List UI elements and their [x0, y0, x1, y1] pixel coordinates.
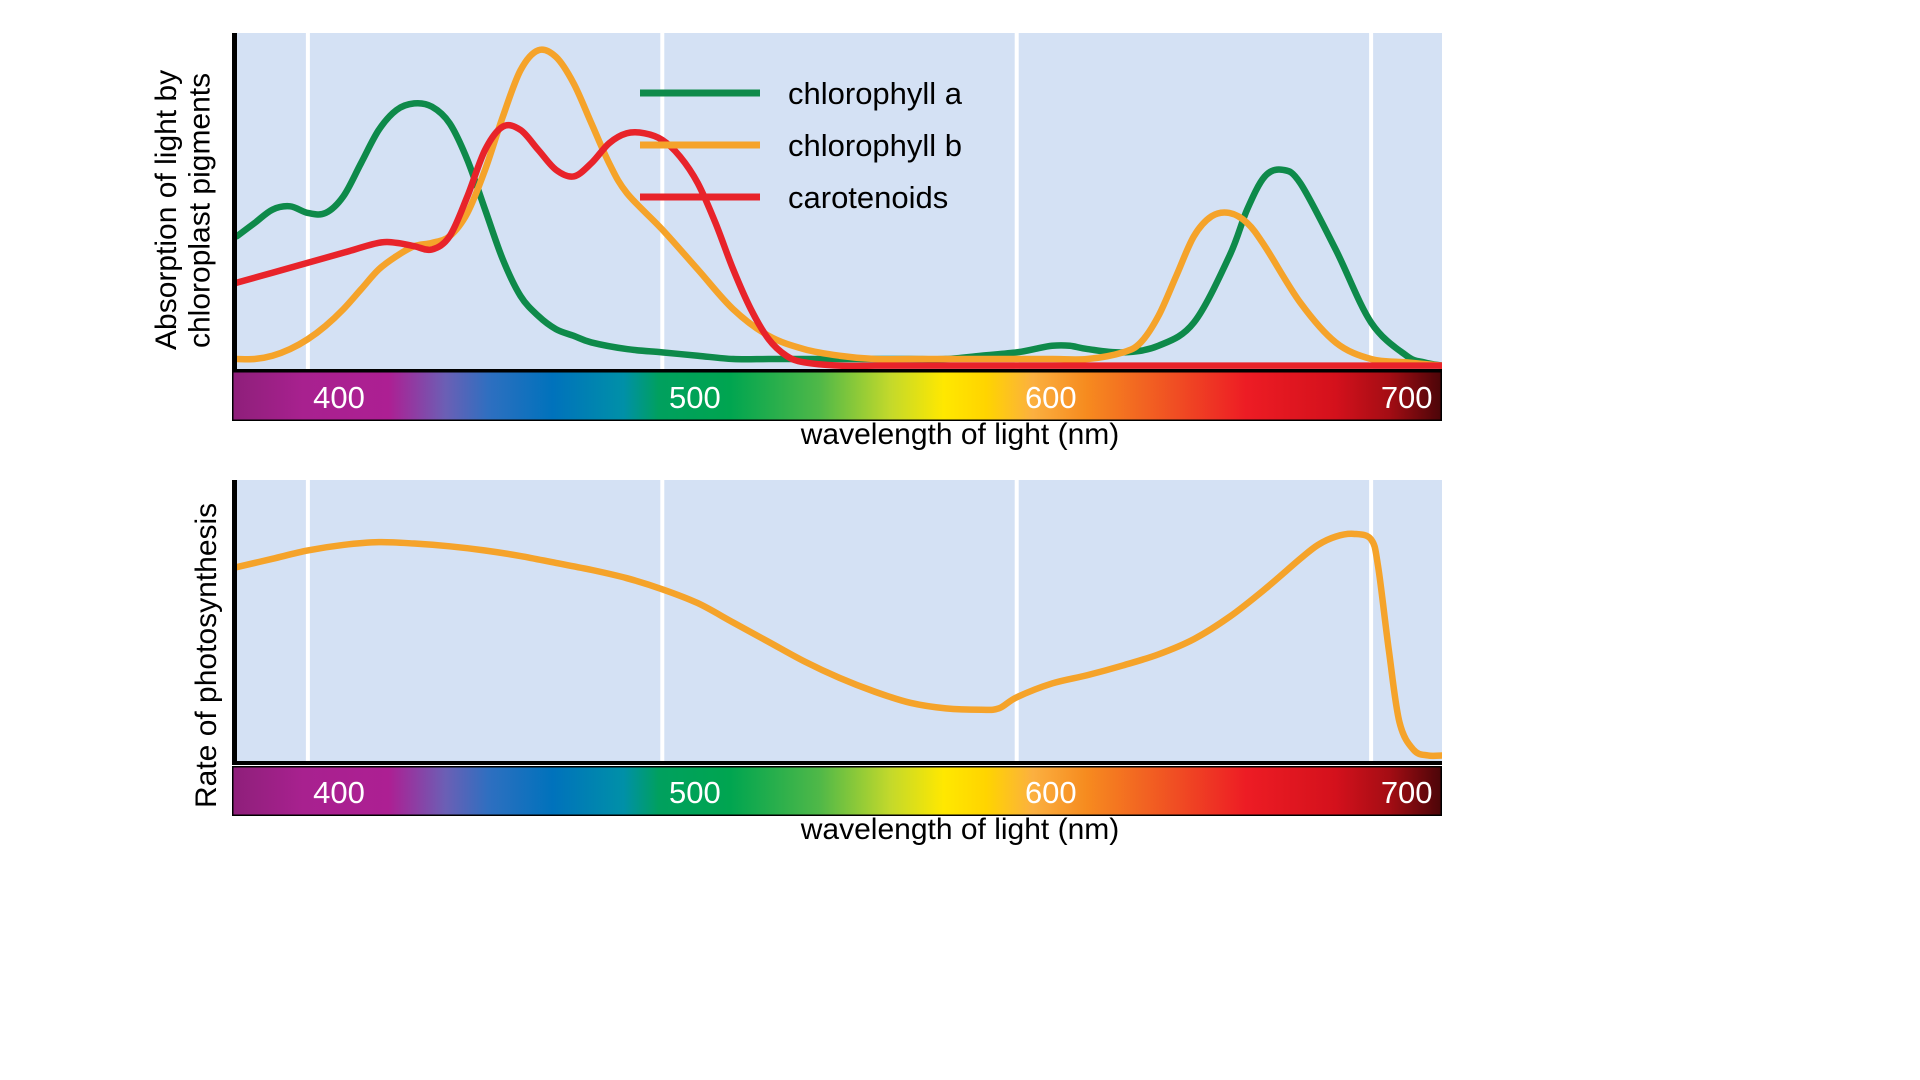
x-tick-label: 500 — [669, 380, 721, 415]
legend-label-chlorophyll-a: chlorophyll a — [788, 76, 963, 111]
absorption-plot — [232, 33, 1442, 373]
x-tick-label: 400 — [313, 775, 365, 810]
spectrum-gradient — [232, 371, 1442, 421]
rate-panel: Rate of photosynthesis 400 500 600 700 wave… — [0, 460, 1920, 1080]
x-axis-line — [232, 761, 1442, 765]
plot-background — [237, 480, 1442, 761]
y-axis-line — [232, 480, 237, 765]
absorption-spectrum-bar-wrap: 400 500 600 700 — [232, 371, 1442, 421]
absorption-x-axis-label: wavelength of light (nm) — [800, 418, 1120, 451]
series-line-rate-of-photosynthesis — [233, 530, 1442, 760]
series-line-chlorophyll-b — [233, 46, 1442, 369]
y-axis-line — [232, 33, 237, 373]
x-tick-label: 600 — [1025, 775, 1077, 810]
series-line-chlorophyll-a — [233, 99, 1442, 369]
rate-plot — [232, 480, 1442, 765]
legend-label-chlorophyll-b: chlorophyll b — [788, 128, 962, 163]
rate-spectrum-bar-wrap: 400 500 600 700 — [232, 766, 1442, 816]
x-tick-label: 700 — [1381, 380, 1433, 415]
absorption-spectrum-bar: 400 500 600 700 — [232, 371, 1442, 421]
x-tick-label: 400 — [313, 380, 365, 415]
rate-spectrum-bar: 400 500 600 700 — [232, 766, 1442, 816]
spectrum-gradient — [232, 766, 1442, 816]
x-tick-label: 500 — [669, 775, 721, 810]
x-tick-label: 600 — [1025, 380, 1077, 415]
plot-background — [237, 33, 1442, 369]
absorption-legend: chlorophyll a chlorophyll b carotenoids — [640, 76, 963, 215]
x-tick-label: 700 — [1381, 775, 1433, 810]
absorption-panel: Absorption of light by chloroplast pigme… — [0, 0, 1920, 470]
rate-y-axis-label: Rate of photosynthesis — [190, 502, 223, 808]
absorption-y-axis-label: Absorption of light by chloroplast pigme… — [150, 69, 217, 351]
series-line-carotenoids — [233, 121, 1442, 370]
rate-x-axis-label: wavelength of light (nm) — [800, 813, 1120, 846]
legend-label-carotenoids: carotenoids — [788, 180, 948, 215]
